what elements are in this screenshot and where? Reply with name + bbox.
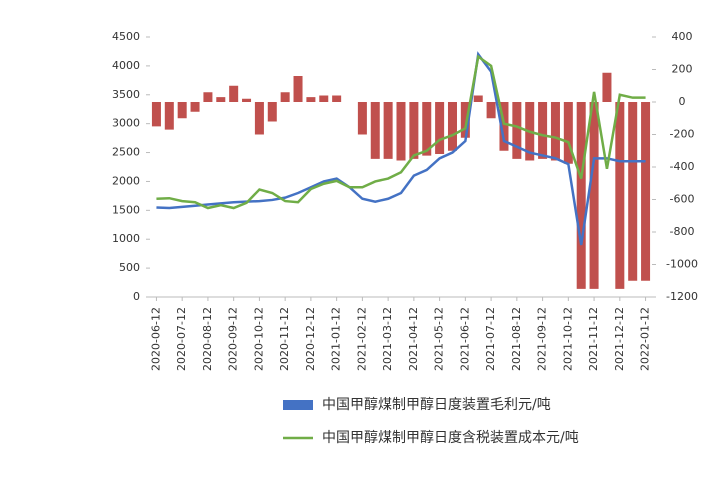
y-tick-label: 0 [133, 290, 140, 303]
bar [383, 102, 393, 159]
x-tick-label: 2020-12-12 [304, 307, 317, 371]
bar [460, 102, 470, 138]
y2-tick-label: 200 [672, 63, 693, 76]
x-tick-label: 2021-02-12 [355, 307, 368, 371]
y-tick-label: 4500 [112, 30, 140, 43]
x-tick-label: 2021-08-12 [510, 307, 523, 371]
bar [177, 102, 187, 119]
x-tick-label: 2021-11-12 [587, 307, 600, 371]
y2-tick-label: -1000 [666, 258, 698, 271]
x-tick-label: 2020-10-12 [252, 307, 265, 371]
y-tick-label: 500 [119, 261, 140, 274]
bar [447, 102, 457, 151]
x-tick-label: 2020-11-12 [278, 307, 291, 371]
x-tick-label: 2021-10-12 [561, 307, 574, 371]
bar [563, 102, 573, 164]
y-tick-label: 2500 [112, 146, 140, 159]
y2-tick-label: -1200 [666, 290, 698, 303]
bar [254, 102, 264, 135]
bar [357, 102, 367, 135]
x-tick-label: 2020-08-12 [201, 307, 214, 371]
y-tick-label: 2000 [112, 174, 140, 187]
y2-tick-label: 400 [672, 30, 693, 43]
y2-tick-label: -600 [670, 193, 695, 206]
bar [409, 102, 419, 159]
legend-label: 中国甲醇煤制甲醇日度装置毛利元/吨 [322, 396, 551, 413]
x-tick-label: 2021-12-12 [613, 307, 626, 371]
bar [293, 76, 303, 102]
y2-tick-label: -800 [670, 225, 695, 238]
bar [229, 85, 239, 102]
legend-swatch [283, 400, 313, 410]
bar [615, 102, 625, 289]
line [156, 54, 646, 210]
x-tick-label: 2021-04-12 [407, 307, 420, 371]
y-tick-label: 3000 [112, 117, 140, 130]
bar [319, 95, 329, 102]
bar [512, 102, 522, 159]
bar [576, 102, 586, 289]
bar [422, 102, 432, 156]
bar [190, 102, 200, 112]
bar [589, 102, 599, 289]
y-tick-label: 4000 [112, 59, 140, 72]
x-tick-label: 2022-01-12 [639, 307, 652, 371]
bar [280, 92, 290, 102]
x-tick-label: 2020-07-12 [175, 307, 188, 371]
x-tick-label: 2021-05-12 [433, 307, 446, 371]
bar [486, 102, 496, 119]
bar [538, 102, 548, 159]
bar [203, 92, 213, 102]
bar [473, 95, 483, 102]
y2-tick-label: 0 [679, 95, 686, 108]
bar [628, 102, 638, 281]
x-tick-label: 2021-06-12 [458, 307, 471, 371]
bar [550, 102, 560, 161]
bar [396, 102, 406, 161]
x-tick-label: 2021-03-12 [381, 307, 394, 371]
bar [499, 102, 509, 151]
y-tick-label: 1500 [112, 203, 140, 216]
legend-label: 中国甲醇煤制甲醇日度含税装置成本元/吨 [322, 429, 579, 446]
y-tick-label: 3500 [112, 88, 140, 101]
line [156, 51, 646, 246]
bar [151, 102, 161, 127]
bar [242, 98, 252, 102]
x-tick-label: 2021-07-12 [484, 307, 497, 371]
bar [370, 102, 380, 159]
y-tick-label: 1000 [112, 232, 140, 245]
bar [164, 102, 174, 130]
bar [602, 72, 612, 102]
bar [435, 102, 445, 154]
y2-tick-label: -200 [670, 128, 695, 141]
bar [306, 97, 316, 102]
x-tick-label: 2021-09-12 [536, 307, 549, 371]
bar [641, 102, 651, 281]
bar [332, 95, 342, 102]
x-tick-label: 2020-06-12 [149, 307, 162, 371]
y2-tick-label: -400 [670, 160, 695, 173]
bar [267, 102, 277, 122]
bar [216, 97, 226, 102]
x-tick-label: 2020-09-12 [227, 307, 240, 371]
x-tick-label: 2021-01-12 [330, 307, 343, 371]
